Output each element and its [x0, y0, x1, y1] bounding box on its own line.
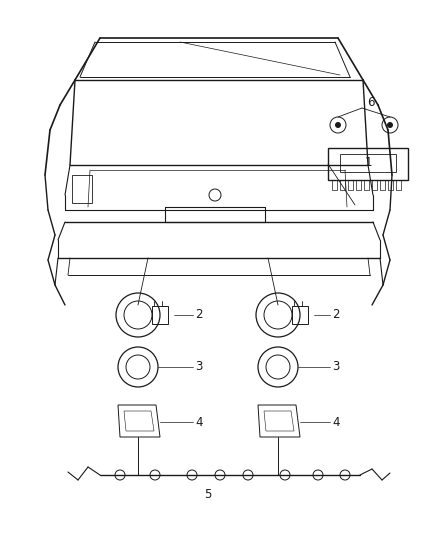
Bar	[388, 180, 393, 190]
Bar	[340, 180, 345, 190]
Circle shape	[280, 470, 290, 480]
Text: 5: 5	[204, 489, 212, 502]
Circle shape	[243, 470, 253, 480]
Bar	[332, 180, 337, 190]
Bar	[364, 180, 369, 190]
Bar	[348, 180, 353, 190]
Circle shape	[215, 470, 225, 480]
Bar	[356, 180, 361, 190]
Bar	[380, 180, 385, 190]
Circle shape	[335, 122, 341, 128]
Circle shape	[115, 470, 125, 480]
Bar	[340, 154, 396, 172]
Circle shape	[340, 470, 350, 480]
Text: 1: 1	[364, 156, 372, 168]
Text: 2: 2	[332, 309, 339, 321]
Text: 2: 2	[195, 309, 202, 321]
Text: 3: 3	[195, 360, 202, 374]
Text: 4: 4	[332, 416, 339, 429]
Text: 3: 3	[332, 360, 339, 374]
Bar	[292, 306, 308, 324]
Bar	[328, 148, 408, 180]
Circle shape	[313, 470, 323, 480]
Bar	[372, 180, 377, 190]
Circle shape	[150, 470, 160, 480]
Bar	[72, 175, 92, 203]
Bar	[152, 306, 168, 324]
Text: 4: 4	[195, 416, 202, 429]
Text: 6: 6	[367, 96, 374, 109]
Bar	[396, 180, 401, 190]
Circle shape	[387, 122, 393, 128]
Circle shape	[187, 470, 197, 480]
